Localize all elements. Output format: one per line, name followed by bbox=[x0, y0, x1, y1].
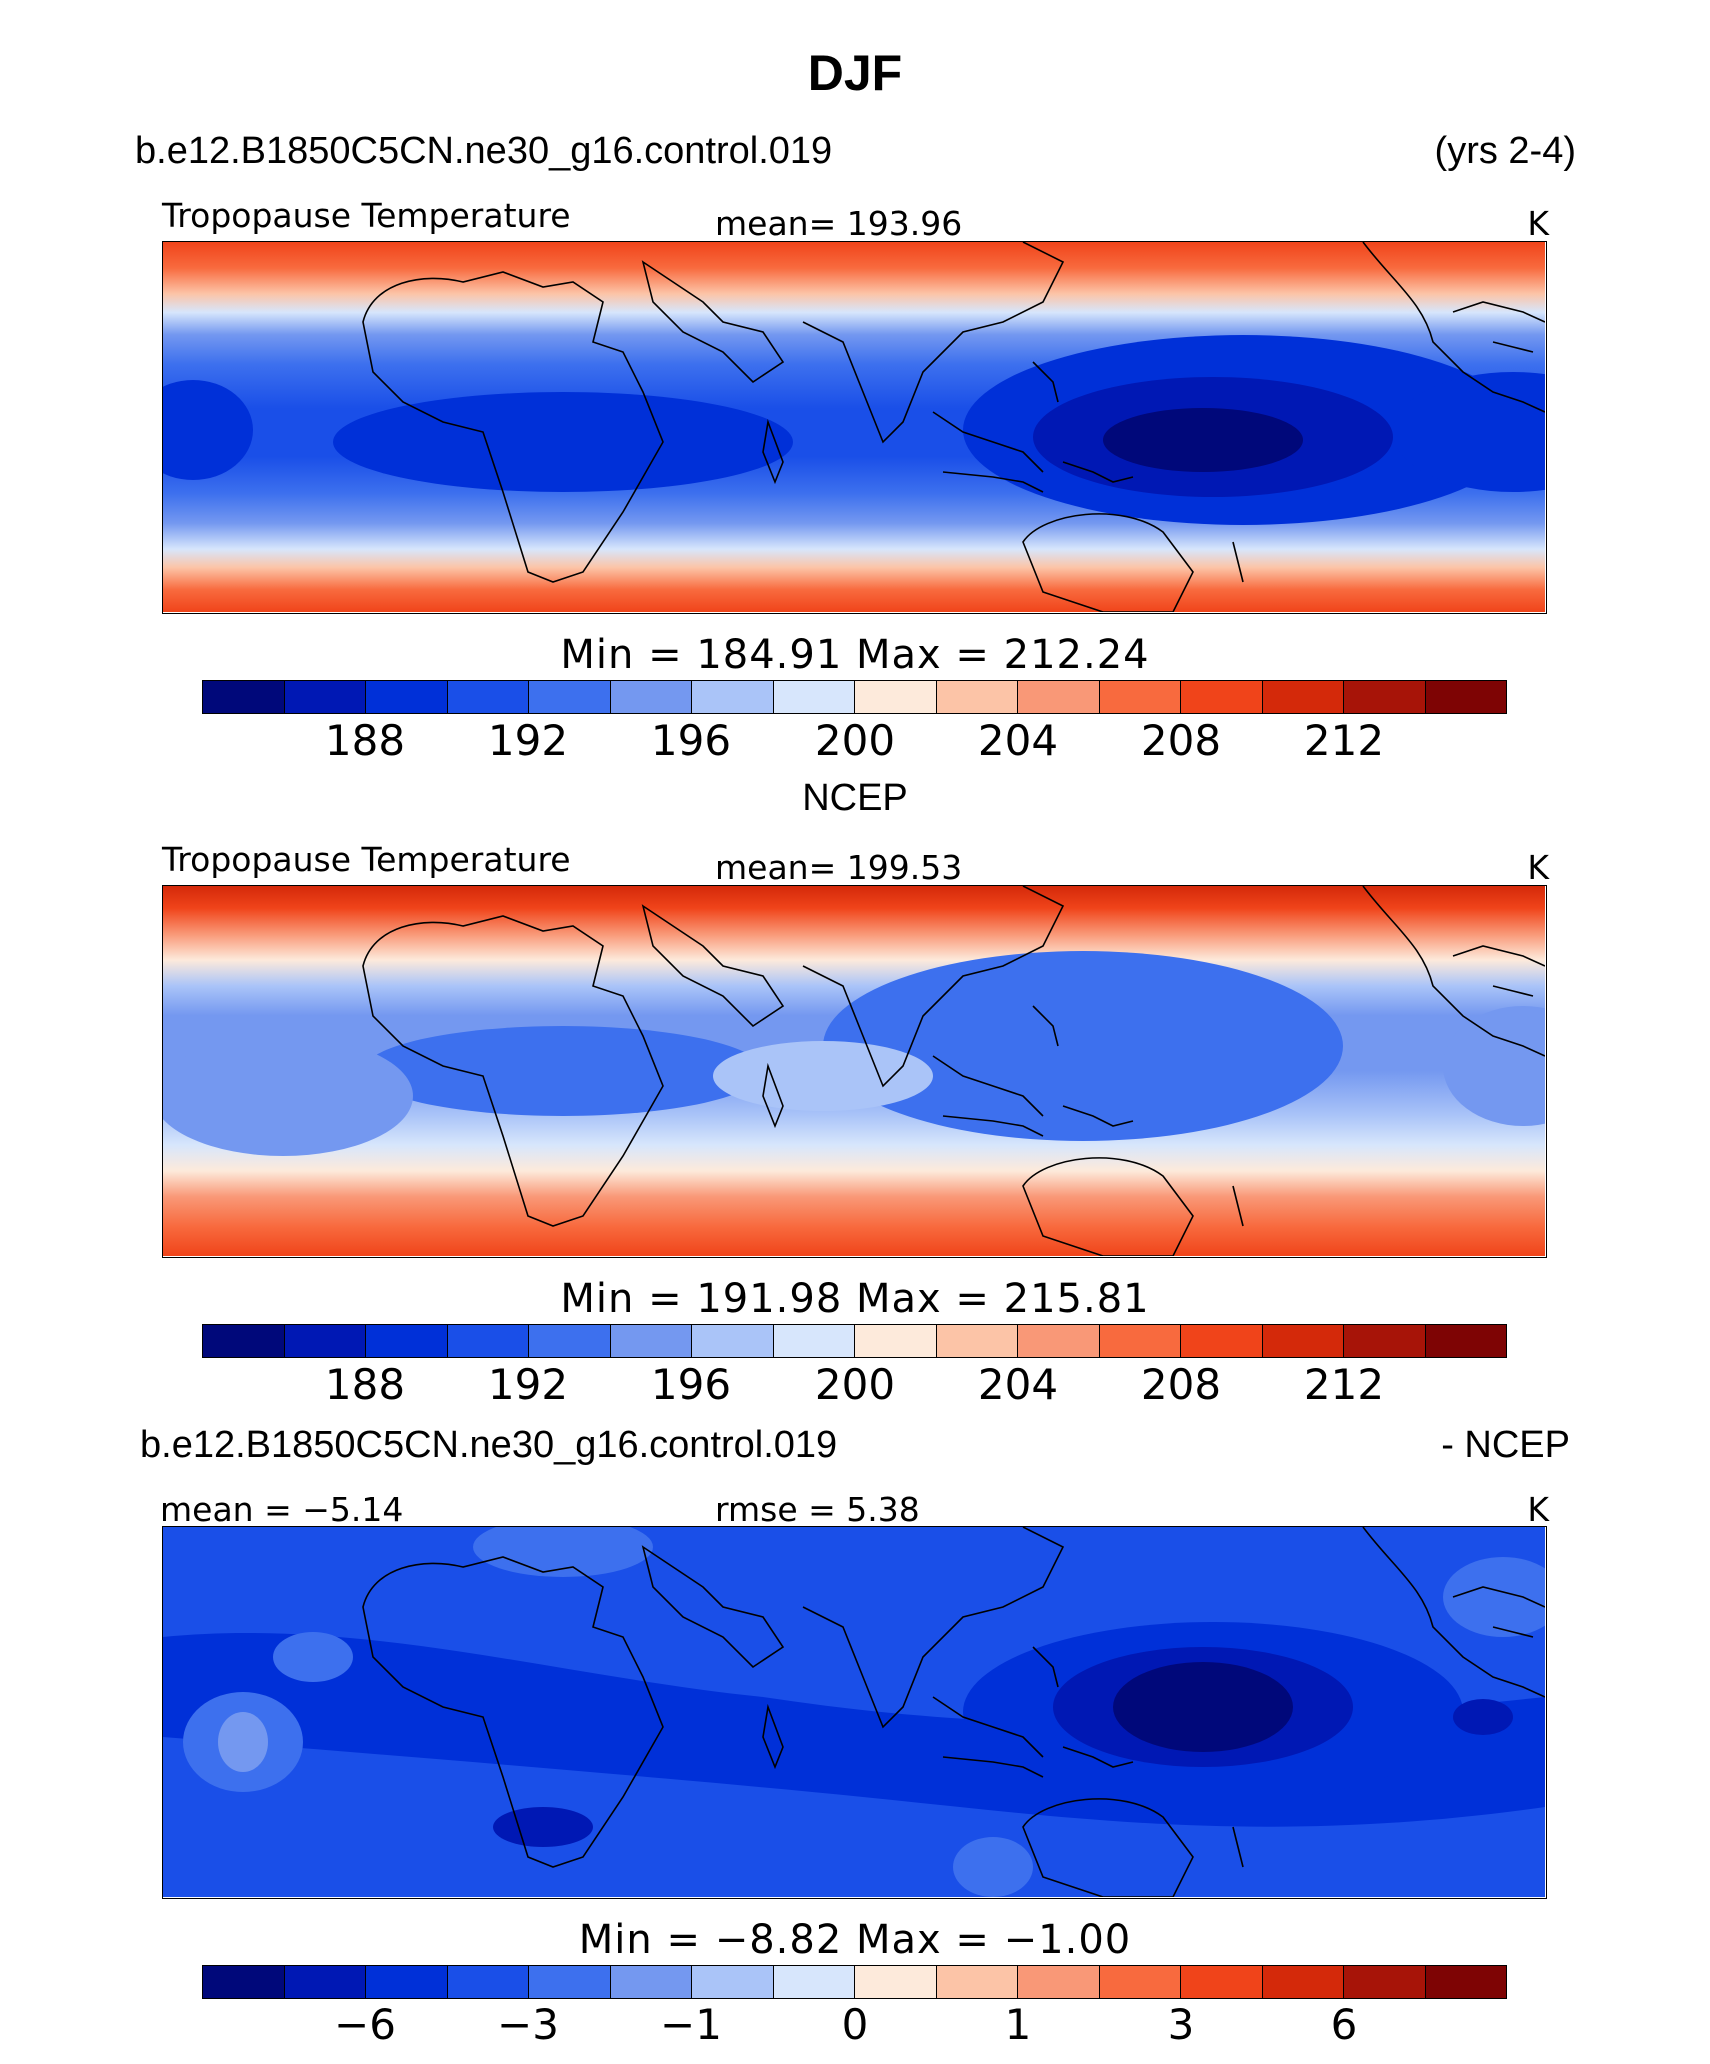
colorbar-tick: −1 bbox=[660, 2000, 722, 2049]
colorbar-swatch bbox=[610, 681, 692, 713]
panel-model-minmax: Min = 184.91 Max = 212.24 bbox=[560, 632, 1150, 678]
colorbar-swatch bbox=[1344, 1325, 1426, 1357]
colorbar-swatch bbox=[447, 681, 529, 713]
panel-obs-title: Tropopause Temperature bbox=[162, 840, 571, 879]
colorbar-tick: 3 bbox=[1167, 2000, 1195, 2049]
colorbar-tick: 196 bbox=[650, 716, 732, 765]
colorbar-swatch bbox=[1425, 681, 1506, 713]
colorbar-swatch bbox=[203, 681, 285, 713]
colorbar-tick: −3 bbox=[497, 2000, 559, 2049]
colorbar-swatch bbox=[1425, 1966, 1506, 1998]
colorbar-difference bbox=[202, 1965, 1507, 1999]
colorbar-swatch bbox=[1181, 681, 1263, 713]
page-title: DJF bbox=[807, 45, 903, 101]
panel-diff-rmse: rmse = 5.38 bbox=[715, 1490, 920, 1529]
colorbar-swatch bbox=[773, 681, 855, 713]
panel-obs-mean: mean= 199.53 bbox=[715, 848, 963, 887]
colorbar-swatch bbox=[773, 1325, 855, 1357]
colorbar-swatch bbox=[1018, 681, 1100, 713]
colorbar-swatch bbox=[447, 1325, 529, 1357]
colorbar-swatch bbox=[1181, 1325, 1263, 1357]
colorbar-swatch bbox=[1099, 681, 1181, 713]
diff-suffix: - NCEP bbox=[1441, 1424, 1570, 1466]
colorbar-swatch bbox=[1018, 1966, 1100, 1998]
colorbar-swatch bbox=[610, 1325, 692, 1357]
colorbar-swatch bbox=[1099, 1966, 1181, 1998]
panel-obs-minmax: Min = 191.98 Max = 215.81 bbox=[560, 1276, 1150, 1322]
colorbar-swatch bbox=[203, 1325, 285, 1357]
colorbar-swatch bbox=[1344, 681, 1426, 713]
panel-model-title: Tropopause Temperature bbox=[162, 196, 571, 235]
case-name: b.e12.B1850C5CN.ne30_g16.control.019 bbox=[135, 130, 833, 172]
colorbar-swatch bbox=[1262, 681, 1344, 713]
colorbar-tick: 208 bbox=[1140, 716, 1222, 765]
colorbar-swatch bbox=[366, 681, 448, 713]
colorbar-tick: 204 bbox=[977, 1360, 1059, 1409]
colorbar-tick: 188 bbox=[324, 716, 406, 765]
colorbar-swatch bbox=[284, 681, 366, 713]
colorbar-tick: 192 bbox=[487, 1360, 569, 1409]
panel-diff-units: K bbox=[1527, 1490, 1549, 1529]
panel-diff-mean: mean = −5.14 bbox=[160, 1490, 404, 1529]
colorbar-swatch bbox=[529, 1966, 611, 1998]
map-model bbox=[162, 241, 1547, 614]
colorbar-tick: 1 bbox=[1004, 2000, 1032, 2049]
colorbar-tick: 200 bbox=[814, 716, 896, 765]
colorbar-swatch bbox=[284, 1325, 366, 1357]
colorbar-swatch bbox=[529, 1325, 611, 1357]
diff-case-name: b.e12.B1850C5CN.ne30_g16.control.019 bbox=[140, 1424, 838, 1466]
colorbar-swatch bbox=[1425, 1325, 1506, 1357]
colorbar-tick: 6 bbox=[1330, 2000, 1358, 2049]
colorbar-swatch bbox=[855, 681, 937, 713]
colorbar-swatch bbox=[773, 1966, 855, 1998]
colorbar-swatch bbox=[610, 1966, 692, 1998]
colorbar-swatch bbox=[529, 681, 611, 713]
map-obs bbox=[162, 885, 1547, 1258]
colorbar-tick: 208 bbox=[1140, 1360, 1222, 1409]
colorbar-tick: −6 bbox=[334, 2000, 396, 2049]
colorbar-swatch bbox=[1099, 1325, 1181, 1357]
colorbar-tick: 192 bbox=[487, 716, 569, 765]
colorbar-swatch bbox=[366, 1966, 448, 1998]
colorbar-swatch bbox=[1344, 1966, 1426, 1998]
colorbar-swatch bbox=[936, 681, 1018, 713]
colorbar-tick: 212 bbox=[1303, 716, 1385, 765]
colorbar-model bbox=[202, 680, 1507, 714]
colorbar-swatch bbox=[692, 1966, 774, 1998]
panel-diff-minmax: Min = −8.82 Max = −1.00 bbox=[578, 1917, 1132, 1963]
years-label: (yrs 2-4) bbox=[1434, 130, 1576, 172]
colorbar-tick: 200 bbox=[814, 1360, 896, 1409]
colorbar-swatch bbox=[1181, 1966, 1263, 1998]
colorbar-tick: 196 bbox=[650, 1360, 732, 1409]
colorbar-tick: 204 bbox=[977, 716, 1059, 765]
map-difference bbox=[162, 1526, 1547, 1899]
colorbar-swatch bbox=[936, 1966, 1018, 1998]
colorbar-swatch bbox=[692, 681, 774, 713]
colorbar-tick: 0 bbox=[841, 2000, 869, 2049]
colorbar-obs bbox=[202, 1324, 1507, 1358]
colorbar-swatch bbox=[447, 1966, 529, 1998]
colorbar-tick: 212 bbox=[1303, 1360, 1385, 1409]
colorbar-swatch bbox=[692, 1325, 774, 1357]
colorbar-tick: 188 bbox=[324, 1360, 406, 1409]
colorbar-swatch bbox=[936, 1325, 1018, 1357]
colorbar-swatch bbox=[855, 1966, 937, 1998]
obs-title: NCEP bbox=[802, 777, 908, 819]
colorbar-swatch bbox=[203, 1966, 285, 1998]
colorbar-swatch bbox=[1262, 1325, 1344, 1357]
panel-model-mean: mean= 193.96 bbox=[715, 204, 963, 243]
panel-model-units: K bbox=[1527, 204, 1549, 243]
colorbar-swatch bbox=[1262, 1966, 1344, 1998]
colorbar-swatch bbox=[366, 1325, 448, 1357]
panel-obs-units: K bbox=[1527, 848, 1549, 887]
colorbar-swatch bbox=[284, 1966, 366, 1998]
colorbar-swatch bbox=[1018, 1325, 1100, 1357]
colorbar-swatch bbox=[855, 1325, 937, 1357]
